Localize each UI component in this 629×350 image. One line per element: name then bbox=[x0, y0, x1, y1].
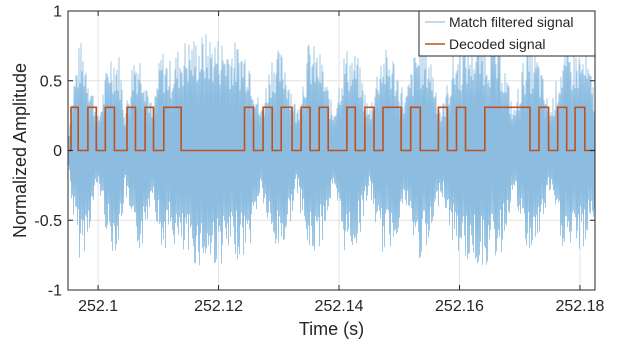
legend-label-match-filtered-signal: Match filtered signal bbox=[449, 14, 574, 30]
y-axis-label: Normalized Amplitude bbox=[10, 63, 30, 238]
legend: Match filtered signal Decoded signal bbox=[418, 10, 596, 57]
x-tick-label: 252.14 bbox=[315, 298, 364, 315]
x-tick-label: 252.12 bbox=[194, 298, 243, 315]
x-tick-label: 252.18 bbox=[555, 298, 604, 315]
y-tick-label: 0.5 bbox=[40, 73, 62, 90]
x-axis-label: Time (s) bbox=[299, 319, 364, 339]
x-tick-label: 252.1 bbox=[78, 298, 118, 315]
axis-ticks: 252.1 252.12 252.14 252.16 252.18 -1 -0.5 0 0.5 1 bbox=[34, 4, 604, 316]
y-tick-label: 0 bbox=[53, 143, 62, 160]
y-tick-label: -1 bbox=[48, 283, 62, 300]
legend-box bbox=[418, 10, 596, 57]
decoded-signal-series bbox=[68, 106, 595, 152]
decoded-signal-line bbox=[68, 106, 595, 152]
y-tick-label: 1 bbox=[53, 4, 62, 21]
legend-label-decoded-signal: Decoded signal bbox=[449, 36, 546, 52]
x-tick-label: 252.16 bbox=[435, 298, 484, 315]
match-filtered-signal-line bbox=[67, 33, 596, 266]
match-filtered-signal-series bbox=[67, 33, 596, 266]
y-tick-label: -0.5 bbox=[34, 213, 62, 230]
